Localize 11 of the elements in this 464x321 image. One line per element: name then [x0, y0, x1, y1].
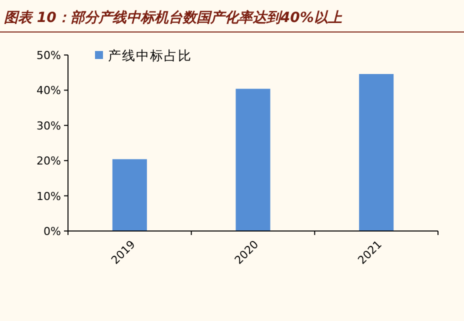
bar [359, 74, 394, 231]
y-tick-label: 0% [44, 225, 61, 238]
y-tick-label: 30% [36, 119, 61, 132]
bar [112, 159, 147, 231]
bar [236, 88, 270, 231]
y-tick-label: 50% [36, 49, 61, 62]
y-tick-label: 10% [36, 190, 61, 203]
chart-title: 图表 10：部分产线中标机台数国产化率达到40%以上 [4, 9, 343, 26]
y-tick-label: 40% [36, 84, 61, 98]
y-tick-label: 20% [36, 154, 61, 168]
legend-label: 产线中标占比 [108, 49, 192, 64]
